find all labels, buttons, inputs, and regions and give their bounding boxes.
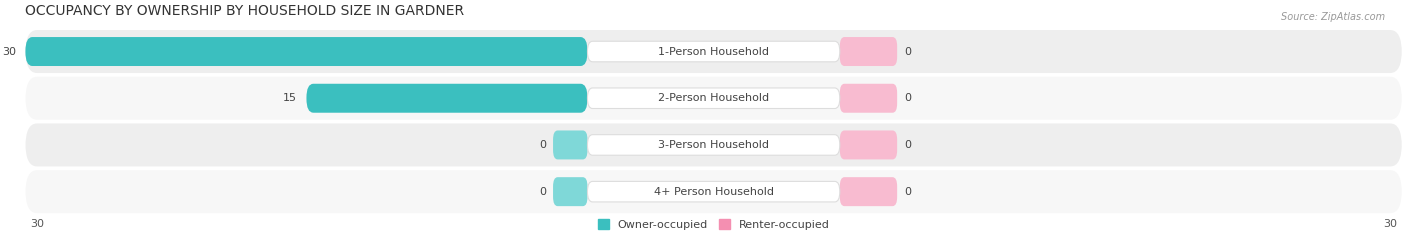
FancyBboxPatch shape — [25, 123, 1402, 166]
FancyBboxPatch shape — [839, 130, 897, 159]
FancyBboxPatch shape — [307, 84, 588, 113]
Text: 15: 15 — [283, 93, 297, 103]
Text: 4+ Person Household: 4+ Person Household — [654, 187, 773, 197]
FancyBboxPatch shape — [25, 170, 1402, 213]
Text: 0: 0 — [904, 47, 911, 57]
FancyBboxPatch shape — [588, 88, 839, 109]
FancyBboxPatch shape — [839, 37, 897, 66]
Text: 0: 0 — [904, 93, 911, 103]
Text: 0: 0 — [904, 187, 911, 197]
FancyBboxPatch shape — [25, 37, 588, 66]
FancyBboxPatch shape — [553, 177, 588, 206]
Text: 30: 30 — [3, 47, 17, 57]
Legend: Owner-occupied, Renter-occupied: Owner-occupied, Renter-occupied — [598, 219, 830, 230]
Text: 30: 30 — [30, 219, 44, 229]
Text: Source: ZipAtlas.com: Source: ZipAtlas.com — [1281, 12, 1385, 22]
FancyBboxPatch shape — [588, 41, 839, 62]
FancyBboxPatch shape — [588, 135, 839, 155]
Text: 30: 30 — [1384, 219, 1398, 229]
FancyBboxPatch shape — [839, 84, 897, 113]
Text: 2-Person Household: 2-Person Household — [658, 93, 769, 103]
Text: 1-Person Household: 1-Person Household — [658, 47, 769, 57]
FancyBboxPatch shape — [25, 30, 1402, 73]
Text: 3-Person Household: 3-Person Household — [658, 140, 769, 150]
Text: 0: 0 — [904, 140, 911, 150]
Text: 0: 0 — [538, 187, 546, 197]
Text: OCCUPANCY BY OWNERSHIP BY HOUSEHOLD SIZE IN GARDNER: OCCUPANCY BY OWNERSHIP BY HOUSEHOLD SIZE… — [25, 4, 464, 18]
FancyBboxPatch shape — [553, 130, 588, 159]
FancyBboxPatch shape — [25, 77, 1402, 120]
FancyBboxPatch shape — [839, 177, 897, 206]
Text: 0: 0 — [538, 140, 546, 150]
FancyBboxPatch shape — [588, 181, 839, 202]
